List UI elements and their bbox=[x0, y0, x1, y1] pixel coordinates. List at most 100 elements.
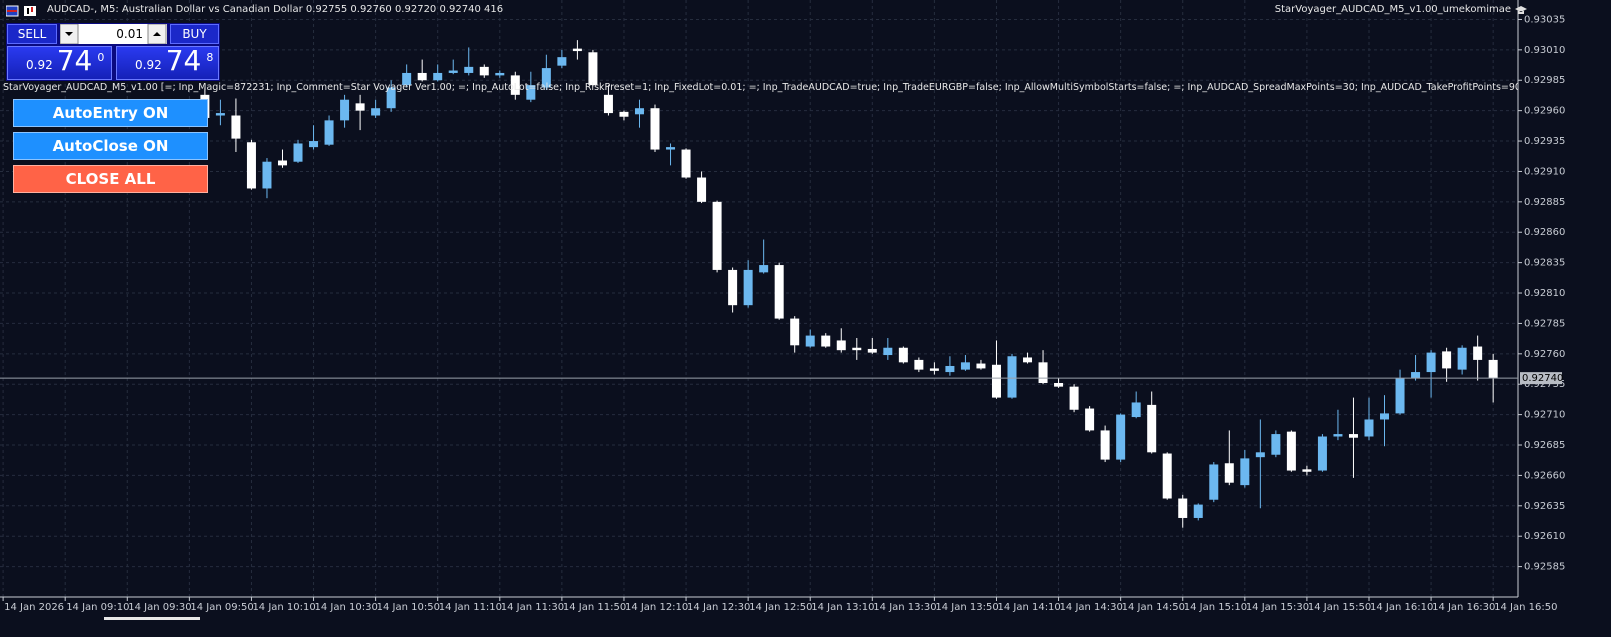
candle-body bbox=[1193, 504, 1203, 518]
candle-body bbox=[1473, 346, 1483, 360]
x-tick-label: 14 Jan 09:10 bbox=[66, 602, 129, 613]
candle-body bbox=[1426, 352, 1436, 373]
x-tick-label: 14 Jan 10:10 bbox=[252, 602, 315, 613]
candle-body bbox=[1317, 436, 1327, 471]
candle-body bbox=[293, 143, 303, 162]
candle-body bbox=[433, 72, 443, 81]
x-tick-label: 14 Jan 13:30 bbox=[873, 602, 936, 613]
candle-body bbox=[557, 57, 567, 66]
x-tick-label: 14 Jan 10:50 bbox=[377, 602, 440, 613]
candle-body bbox=[634, 108, 644, 115]
candle-body bbox=[1224, 463, 1234, 483]
candle-body bbox=[1271, 434, 1281, 455]
candle-body bbox=[976, 363, 986, 369]
candle-body bbox=[386, 87, 396, 109]
candle-body bbox=[836, 340, 846, 351]
y-tick-label: 0.92735 bbox=[1524, 379, 1565, 390]
buy-price[interactable]: 0.92 74 8 bbox=[116, 46, 219, 80]
buy-button[interactable]: BUY bbox=[170, 24, 219, 44]
bid-marker bbox=[1520, 372, 1562, 385]
candle-body bbox=[1333, 434, 1343, 437]
candle-body bbox=[1085, 408, 1095, 431]
candle-body bbox=[805, 335, 815, 347]
candle-body bbox=[883, 347, 893, 356]
y-tick-label: 0.92860 bbox=[1524, 227, 1565, 238]
y-tick-label: 0.92935 bbox=[1524, 136, 1565, 147]
candle-body bbox=[572, 48, 582, 52]
price-small: 0.92 bbox=[26, 58, 53, 72]
candle-body bbox=[1038, 362, 1048, 384]
candle-body bbox=[1147, 404, 1157, 453]
x-tick-label: 14 Jan 09:50 bbox=[190, 602, 253, 613]
price-big: 74 bbox=[165, 44, 202, 77]
candle-body bbox=[1131, 402, 1141, 418]
lot-field[interactable]: 0.01 bbox=[60, 24, 167, 44]
candle-body bbox=[960, 362, 970, 370]
x-tick-label: 14 Jan 14:50 bbox=[1122, 602, 1185, 613]
symbol-line: AUDCAD-, M5: Australian Dollar vs Canadi… bbox=[47, 4, 504, 15]
x-tick-label: 14 Jan 16:50 bbox=[1494, 602, 1557, 613]
candle-body bbox=[448, 70, 458, 73]
candle-body bbox=[1240, 458, 1250, 486]
y-tick-label: 0.92810 bbox=[1524, 288, 1565, 299]
candle-body bbox=[1411, 372, 1421, 379]
y-tick-label: 0.93010 bbox=[1524, 45, 1565, 56]
y-tick-label: 0.92635 bbox=[1524, 501, 1565, 512]
candle-body bbox=[1380, 413, 1390, 420]
sell-price[interactable]: 0.92 74 0 bbox=[7, 46, 112, 80]
candle-body bbox=[324, 120, 334, 145]
candle-body bbox=[619, 111, 629, 117]
ea-hat-icon bbox=[1515, 6, 1527, 14]
arrow-down bbox=[65, 32, 73, 36]
candle-body bbox=[309, 141, 319, 148]
close-all-button[interactable]: CLOSE ALL bbox=[13, 165, 208, 193]
y-tick-label: 0.92710 bbox=[1524, 410, 1565, 421]
auto-close-button[interactable]: AutoClose ON bbox=[13, 132, 208, 160]
candle-body bbox=[1255, 452, 1265, 458]
price-sup: 0 bbox=[97, 51, 105, 64]
candle-body bbox=[929, 368, 939, 371]
candle-body bbox=[1348, 434, 1358, 438]
x-tick-label: 14 Jan 13:10 bbox=[811, 602, 874, 613]
bid-label: 0.92740 bbox=[1522, 373, 1563, 384]
candle-body bbox=[712, 201, 722, 270]
candle-body bbox=[510, 75, 520, 95]
candle-body bbox=[1023, 357, 1033, 363]
candle-body bbox=[1364, 419, 1374, 437]
candle-body bbox=[852, 347, 862, 351]
x-tick-label: 14 Jan 15:50 bbox=[1308, 602, 1371, 613]
candle-body bbox=[277, 160, 287, 166]
chart-icon-bar bbox=[27, 8, 29, 14]
auto-entry-button[interactable]: AutoEntry ON bbox=[13, 99, 208, 127]
y-tick-label: 0.92985 bbox=[1524, 75, 1565, 86]
y-tick-label: 0.92585 bbox=[1524, 562, 1565, 573]
chart-icon-bar bbox=[31, 7, 33, 12]
y-tick-label: 0.92835 bbox=[1524, 258, 1565, 269]
price-small: 0.92 bbox=[135, 58, 162, 72]
x-tick-label: 14 Jan 12:10 bbox=[625, 602, 688, 613]
x-tick-label: 14 Jan 12:30 bbox=[687, 602, 750, 613]
x-tick-label: 14 Jan 14:30 bbox=[1060, 602, 1123, 613]
candle-body bbox=[759, 265, 769, 273]
candle-body bbox=[1178, 498, 1188, 518]
x-tick-label: 14 Jan 11:10 bbox=[439, 602, 502, 613]
x-tick-label: 14 Jan 14:10 bbox=[997, 602, 1060, 613]
sell-button[interactable]: SELL bbox=[7, 24, 57, 44]
y-tick-label: 0.92685 bbox=[1524, 440, 1565, 451]
arrow-up bbox=[153, 32, 161, 36]
candle-body bbox=[1100, 430, 1110, 460]
candle-body bbox=[541, 68, 551, 88]
x-tick-label: 14 Jan 15:10 bbox=[1184, 602, 1247, 613]
candle-body bbox=[588, 52, 598, 86]
y-tick-label: 0.93035 bbox=[1524, 14, 1565, 25]
candle-body bbox=[1116, 414, 1126, 460]
candle-body bbox=[215, 113, 225, 116]
y-tick-label: 0.92760 bbox=[1524, 349, 1565, 360]
y-tick-label: 0.92785 bbox=[1524, 318, 1565, 329]
ea-parameters: StarVoyager_AUDCAD_M5_v1.00 [=; Inp_Magi… bbox=[3, 82, 1518, 93]
price-big: 74 bbox=[56, 44, 93, 77]
candle-body bbox=[790, 318, 800, 346]
candle-body bbox=[867, 348, 877, 353]
candle-body bbox=[914, 359, 924, 370]
